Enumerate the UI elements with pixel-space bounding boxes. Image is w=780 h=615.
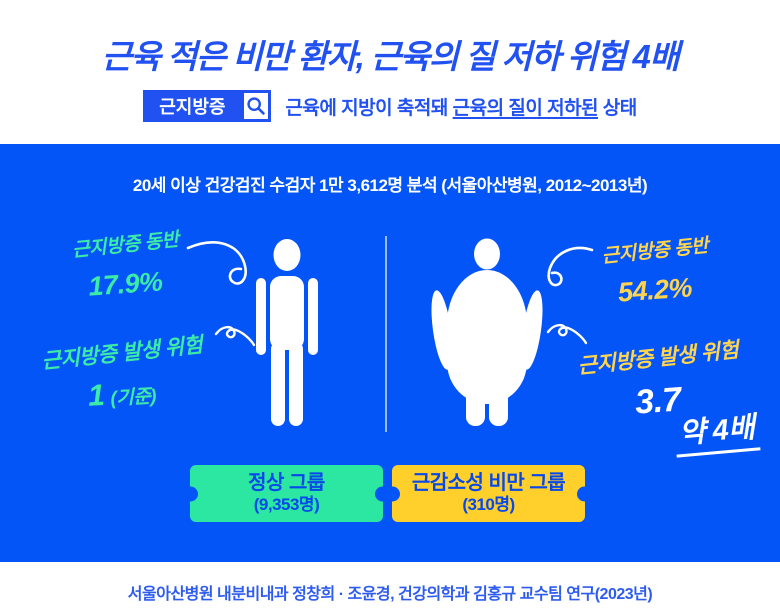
obese-person-figure bbox=[431, 238, 543, 426]
normal-risk-number: 1 bbox=[87, 378, 106, 413]
footer-credit: 서울아산병원 내분비내과 정창희 · 조윤경, 건강의학과 김홍규 교수팀 연구… bbox=[127, 586, 653, 603]
obese-risk-label: 근지방증 발생 위험 bbox=[576, 338, 740, 379]
ticket-notch-right bbox=[577, 486, 592, 501]
normal-person-figure bbox=[256, 239, 318, 426]
obese-risk-highlight-text: 약 4배 bbox=[673, 412, 761, 458]
search-description: 근육에 지방이 축적돼 근육의 질이 저하된 상태 bbox=[285, 93, 637, 120]
ticket-notch-left bbox=[385, 486, 400, 501]
normal-group-title: 정상 그룹 bbox=[248, 472, 325, 495]
normal-risk-note: (기준) bbox=[109, 386, 157, 410]
arrow-right-bottom bbox=[546, 324, 588, 345]
search-button[interactable] bbox=[241, 90, 272, 122]
normal-risk-label: 근지방증 발생 위험 bbox=[40, 333, 204, 374]
description-underlined: 근육의 질이 저하된 bbox=[452, 97, 599, 119]
normal-group-ticket: 정상 그룹 (9,353명) bbox=[183, 465, 390, 522]
normal-accompany-label: 근지방증 동반 bbox=[71, 229, 180, 262]
search-keyword-button[interactable]: 근지방증 bbox=[143, 90, 242, 122]
search-row: 근지방증 근육에 지방이 축적돼 근육의 질이 저하된 상태 bbox=[0, 89, 780, 123]
magnifier-icon bbox=[247, 97, 266, 115]
obese-accompany-label: 근지방증 동반 bbox=[600, 235, 710, 268]
search-box: 근지방증 bbox=[143, 90, 272, 122]
description-suffix: 상태 bbox=[598, 97, 637, 119]
obese-accompany-value: 54.2% bbox=[616, 272, 693, 308]
obese-group-count: (310명) bbox=[462, 495, 515, 515]
description-prefix: 근육에 지방이 축적돼 bbox=[285, 97, 453, 119]
page-title: 근육 적은 비만 환자, 근육의 질 저하 위험 4배 bbox=[101, 38, 680, 75]
normal-risk-value: 1 (기준) bbox=[11, 372, 232, 416]
normal-group-count: (9,353명) bbox=[253, 495, 320, 515]
panel-header: 20세 이상 건강검진 수검자 1만 3,612명 분석 (서울아산병원, 20… bbox=[132, 176, 648, 195]
obese-risk-highlight: 약 4배 bbox=[661, 411, 774, 458]
obese-group-ticket: 근감소성 비만 그룹 (310명) bbox=[385, 465, 592, 522]
ticket-notch-left bbox=[183, 486, 198, 501]
analysis-panel: 20세 이상 건강검진 수검자 1만 3,612명 분석 (서울아산병원, 20… bbox=[0, 144, 780, 562]
obese-group-title: 근감소성 비만 그룹 bbox=[411, 472, 566, 495]
normal-accompany-value: 17.9% bbox=[87, 266, 164, 302]
